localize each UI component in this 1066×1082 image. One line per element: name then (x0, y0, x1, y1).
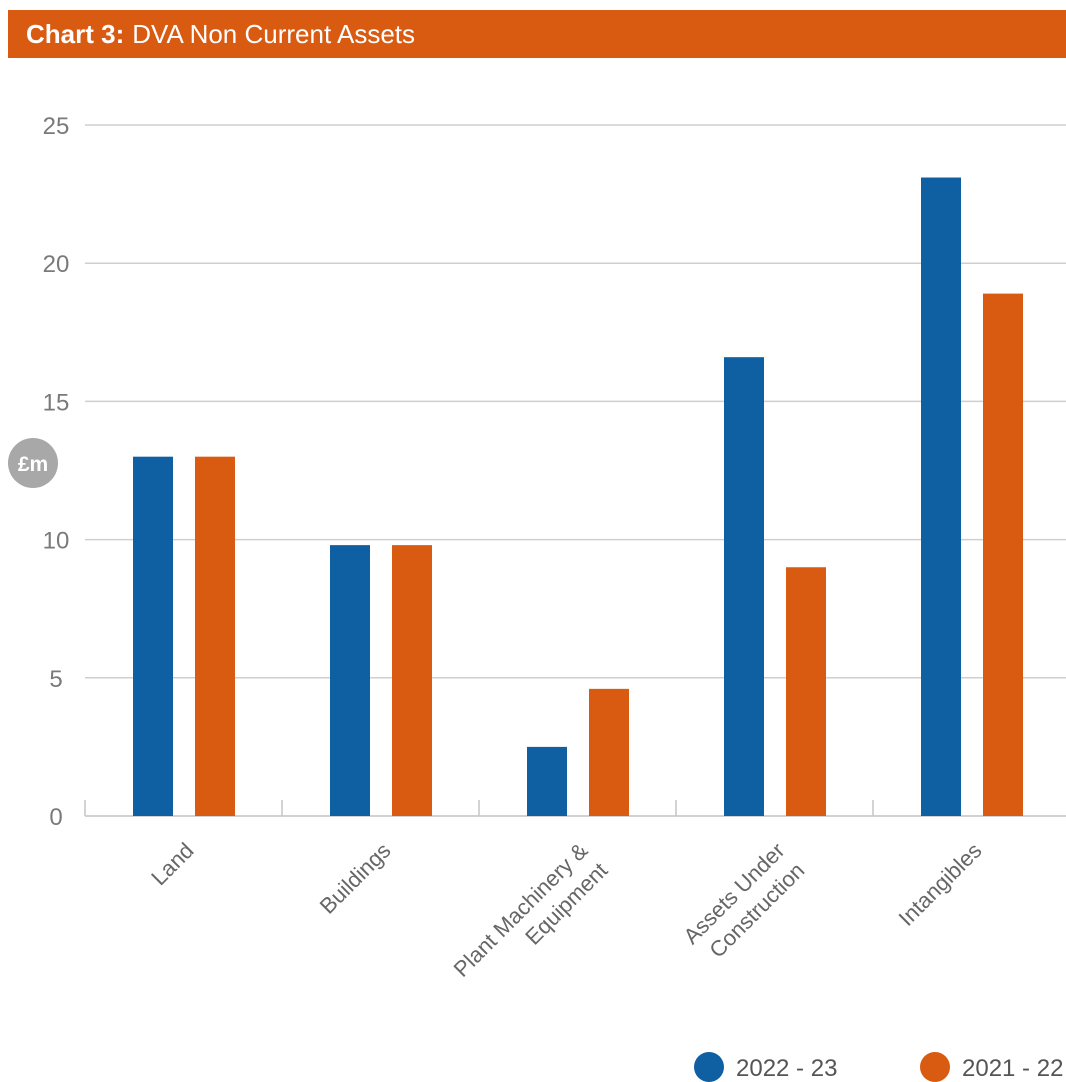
y-tick-label: 5 (49, 666, 62, 693)
bar-series-2 (983, 293, 1023, 816)
bar-series-2 (195, 456, 235, 816)
bar-series-1 (133, 456, 173, 816)
y-tick-label: 15 (43, 389, 70, 416)
bar-series-2 (786, 567, 826, 816)
y-tick-label: 10 (43, 528, 70, 555)
x-category-label: Buildings (315, 838, 396, 919)
bar-series-2 (589, 688, 629, 816)
x-category-label: Plant Machinery &Equipment (449, 838, 613, 1002)
chart-title-bar: Chart 3: DVA Non Current Assets (8, 10, 1066, 58)
bar-series-1 (921, 177, 961, 817)
y-tick-label: 20 (43, 251, 70, 278)
legend-swatch (694, 1052, 724, 1082)
bar-series-1 (724, 357, 764, 816)
legend-label: 2021 - 22 (962, 1055, 1063, 1082)
legend-label: 2022 - 23 (736, 1055, 837, 1082)
chart-title: DVA Non Current Assets (132, 18, 415, 49)
bar-series-1 (527, 746, 567, 816)
x-category-label: Assets UnderConstruction (678, 838, 809, 969)
unit-badge (8, 438, 58, 488)
legend-swatch (920, 1052, 950, 1082)
y-tick-label: 25 (43, 113, 70, 140)
x-category-label: Intangibles (894, 838, 987, 931)
bar-series-2 (392, 545, 432, 816)
chart-number: Chart 3: (26, 18, 125, 49)
x-category-label: Land (146, 838, 198, 890)
bar-series-1 (330, 545, 370, 816)
y-axis-unit-label: £m (18, 453, 48, 476)
y-tick-label: 0 (49, 804, 62, 831)
